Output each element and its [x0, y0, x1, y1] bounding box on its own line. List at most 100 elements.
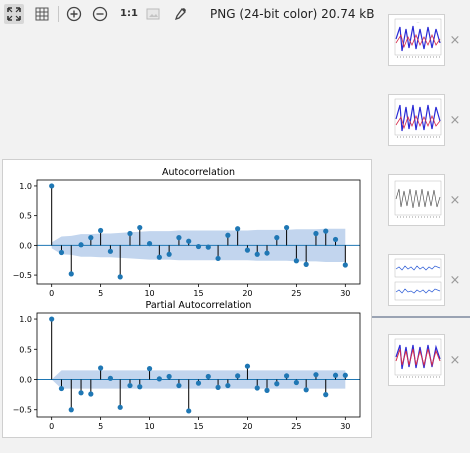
data-point [156, 376, 162, 382]
data-point [313, 230, 319, 237]
data-point [274, 235, 280, 241]
data-point [98, 227, 104, 234]
data-point [78, 390, 84, 396]
x-tick-label: 15 [193, 422, 203, 431]
data-point [225, 232, 231, 238]
data-point [78, 242, 84, 248]
data-point [117, 274, 123, 280]
y-tick-label: 0.0 [19, 376, 32, 385]
viewer-toolbar: 1:1 PNG (24-bit color) 20.74 kB [0, 0, 375, 28]
data-point [146, 240, 153, 247]
data-point [166, 373, 172, 380]
x-tick-label: 20 [242, 289, 252, 298]
acf-pacf-figure: 0 5 10 15 20 25 30 1.0 0.5 0.0 −0.5 Autocorrelation… [2, 159, 372, 438]
data-point [195, 243, 202, 250]
fit-to-window-icon[interactable] [4, 4, 24, 24]
data-point [176, 382, 182, 389]
thumbnail-strip: — × × × × [375, 0, 470, 453]
close-icon[interactable]: × [449, 353, 461, 368]
data-point [264, 250, 270, 256]
x-tick-label: 10 [144, 422, 154, 431]
image-info-text: PNG (24-bit color) 20.74 kB [210, 7, 375, 21]
data-point [235, 373, 241, 379]
data-point [88, 235, 94, 241]
close-icon[interactable]: × [449, 113, 461, 128]
data-point [323, 228, 329, 234]
x-tick-label: 20 [242, 422, 252, 431]
data-point [195, 380, 202, 386]
data-point [68, 407, 74, 413]
color-picker-icon[interactable] [170, 4, 190, 24]
data-point [137, 384, 143, 390]
x-tick-label: 10 [144, 289, 154, 298]
data-point [303, 387, 309, 393]
data-point [332, 236, 339, 243]
x-tick-label: 25 [291, 289, 301, 298]
y-tick-label: 0.0 [19, 241, 32, 250]
data-point [215, 384, 221, 390]
y-tick-label: −0.5 [13, 406, 32, 415]
thumb-timeseries-1[interactable]: — [388, 14, 445, 66]
chart-partial-autocorrelation: 0 5 10 15 20 25 30 1.0 0.5 0.0 −0.5 Partial Autocor… [13, 300, 361, 431]
x-tick-label: 5 [98, 422, 103, 431]
close-icon[interactable]: × [449, 33, 461, 48]
data-point [323, 392, 329, 398]
zoom-out-icon[interactable] [90, 4, 110, 24]
data-point [244, 363, 251, 369]
data-point [127, 230, 133, 237]
data-point [205, 373, 211, 380]
data-point [88, 391, 94, 397]
actual-size-icon[interactable]: 1:1 [120, 8, 138, 19]
data-point [283, 373, 290, 379]
chart-title: Partial Autocorrelation [146, 300, 252, 311]
x-tick-label: 5 [98, 289, 103, 298]
x-tick-label: 30 [340, 422, 350, 431]
data-point [68, 271, 74, 277]
close-icon[interactable]: × [449, 193, 461, 208]
data-point [58, 385, 65, 392]
data-point [176, 235, 182, 241]
x-tick-label: 0 [49, 289, 54, 298]
x-tick-label: 0 [49, 422, 54, 431]
close-icon[interactable]: × [449, 273, 461, 288]
data-point [49, 183, 55, 189]
thumb-timeseries-4[interactable] [388, 334, 445, 386]
data-point [58, 249, 65, 256]
data-point [186, 408, 192, 414]
data-point [303, 261, 309, 267]
svg-text:—: — [417, 20, 420, 24]
data-point [225, 382, 231, 389]
x-tick-label: 30 [340, 289, 350, 298]
zoom-in-icon[interactable] [64, 4, 84, 24]
y-tick-label: 1.0 [19, 182, 32, 191]
active-thumbnail-divider [372, 316, 470, 318]
data-point [235, 226, 241, 232]
data-point [342, 262, 348, 268]
thumb-timeseries-2[interactable] [388, 94, 445, 146]
y-tick-label: 1.0 [19, 315, 32, 324]
data-point [293, 379, 299, 386]
data-point [274, 381, 280, 387]
data-point [166, 251, 172, 257]
background-icon[interactable] [143, 4, 163, 24]
grid-icon[interactable] [32, 4, 52, 24]
figure-svg: 0 5 10 15 20 25 30 1.0 0.5 0.0 −0.5 Autocorrelation… [13, 167, 361, 431]
toolbar-separator [58, 6, 59, 22]
data-point [117, 404, 123, 410]
y-tick-label: 0.5 [19, 345, 32, 354]
data-point [137, 224, 143, 231]
data-point [146, 366, 153, 372]
data-point [98, 365, 104, 371]
data-point [283, 224, 290, 231]
data-point [342, 372, 348, 378]
data-point [156, 254, 162, 260]
thumb-residuals[interactable] [388, 254, 445, 306]
data-point [205, 244, 211, 250]
y-tick-label: −0.5 [13, 271, 32, 280]
x-tick-label: 25 [291, 422, 301, 431]
data-point [264, 387, 270, 393]
thumb-timeseries-3[interactable] [388, 174, 445, 226]
axes-frame [36, 312, 361, 418]
data-point [313, 372, 319, 378]
chart-title: Autocorrelation [162, 167, 235, 178]
